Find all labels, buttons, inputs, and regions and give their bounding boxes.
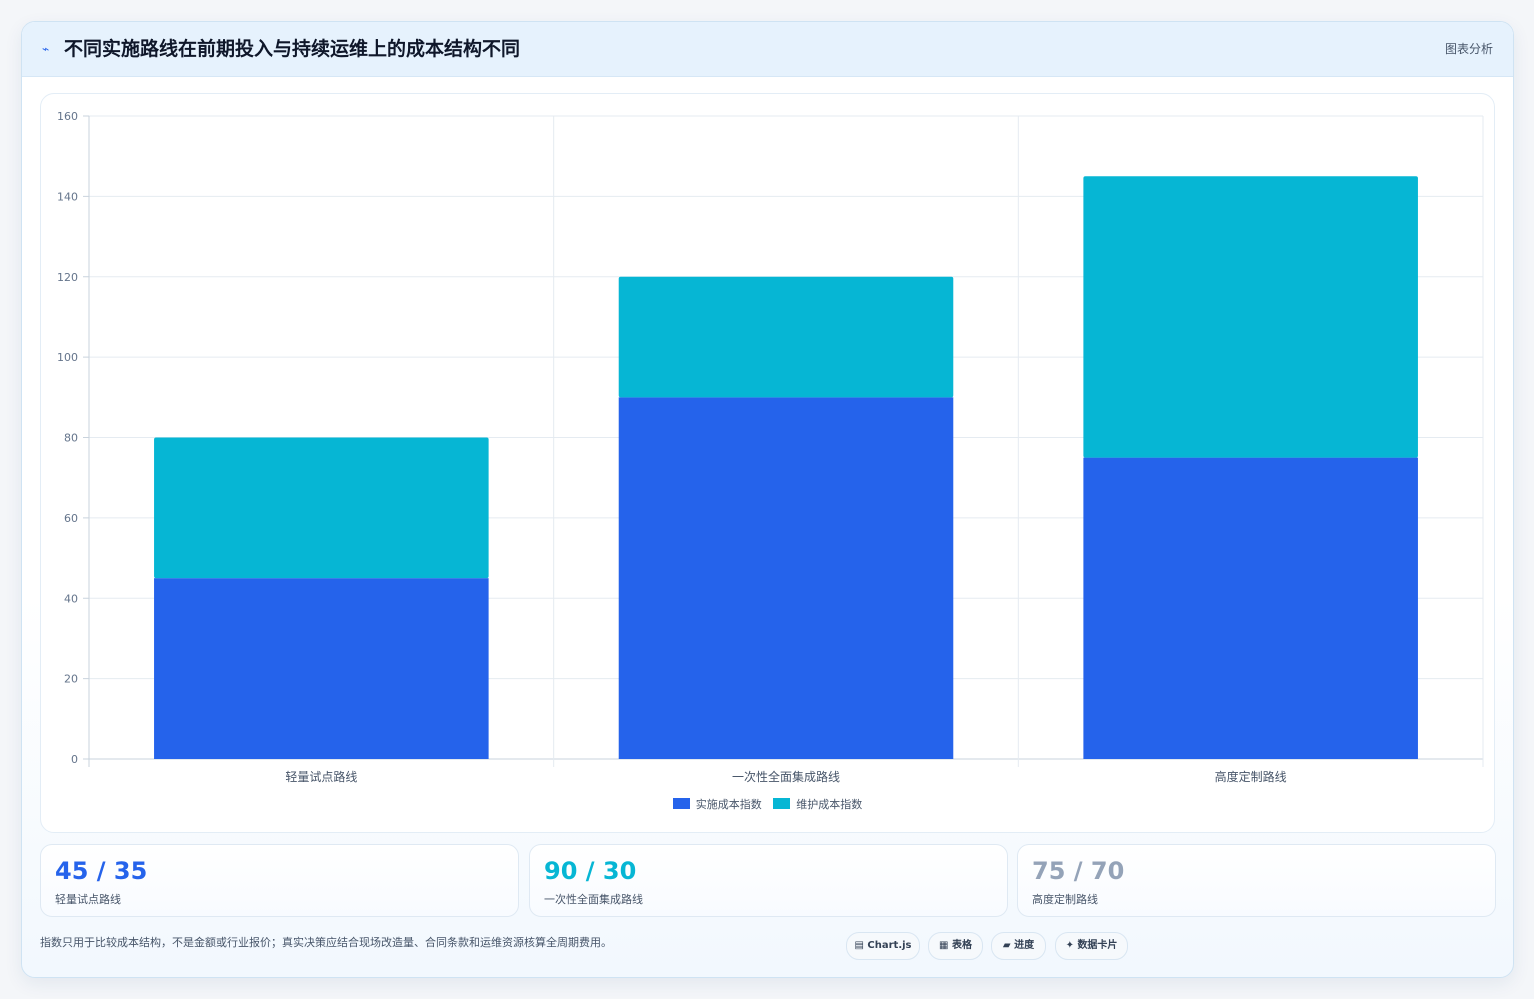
y-tick-label: 160 [57, 110, 78, 123]
bar-maintenance[interactable] [1083, 176, 1418, 458]
bar-implementation[interactable] [618, 397, 954, 759]
tag-label-table: 表格 [951, 940, 972, 951]
y-tick-label: 60 [64, 512, 78, 525]
bar-implementation[interactable] [1083, 457, 1418, 759]
legend-item-implementation[interactable]: 实施成本指数 [672, 796, 762, 812]
card-icon: ✦ [1065, 940, 1074, 951]
legend-swatch-maintenance [773, 798, 791, 809]
stat-card-full-integration: 90 / 30 一次性全面集成路线 [529, 844, 1008, 917]
bar-maintenance[interactable] [154, 437, 489, 579]
chart-title: 不同实施路线在前期投入与持续运维上的成本结构不同 [64, 38, 521, 60]
bar-maintenance[interactable] [618, 276, 954, 398]
stat-label-custom: 高度定制路线 [1032, 893, 1098, 906]
tag-chartjs[interactable]: ▤ Chart.js [846, 932, 920, 960]
stat-value-pilot: 45 / 35 [55, 857, 148, 885]
chart-analysis-button[interactable]: 图表分析 [1444, 42, 1493, 56]
legend-label-implementation: 实施成本指数 [695, 798, 762, 811]
tag-label-progress: 进度 [1014, 940, 1035, 951]
legend-item-maintenance[interactable]: 维护成本指数 [773, 796, 862, 812]
stat-card-pilot: 45 / 35 轻量试点路线 [40, 844, 519, 917]
y-tick-label: 0 [71, 753, 78, 766]
x-tick-label: 一次性全面集成路线 [732, 769, 840, 784]
tag-progress[interactable]: ▰ 进度 [991, 932, 1046, 960]
stat-card-custom: 75 / 70 高度定制路线 [1017, 844, 1496, 917]
chart-legend: 实施成本指数 维护成本指数 [41, 796, 1494, 812]
legend-label-maintenance: 维护成本指数 [796, 798, 863, 811]
x-tick-label: 高度定制路线 [1215, 769, 1287, 784]
stat-value-full-integration: 90 / 30 [544, 857, 637, 885]
stat-label-pilot: 轻量试点路线 [55, 893, 121, 906]
y-tick-label: 140 [57, 190, 78, 203]
card-header: ⌁ 不同实施路线在前期投入与持续运维上的成本结构不同 图表分析 [22, 22, 1513, 77]
chart-panel: 0 20 40 60 80 100 120 140 160 轻量试点路线 一次性全面集成路线 高度定制… [40, 93, 1495, 833]
chart-icon: ▤ [854, 940, 864, 951]
y-tick-label: 120 [57, 271, 78, 284]
progress-icon: ▰ [1002, 940, 1011, 951]
tag-label-data-card: 数据卡片 [1077, 940, 1118, 951]
footnote: 指数只用于比较成本结构，不是金额或行业报价；真实决策应结合现场改造量、合同条款和… [40, 936, 612, 949]
table-icon: ▦ [939, 940, 949, 951]
legend-swatch-implementation [672, 798, 690, 809]
tag-data-card[interactable]: ✦ 数据卡片 [1055, 932, 1128, 960]
y-tick-label: 100 [57, 351, 78, 364]
chart-card: ⌁ 不同实施路线在前期投入与持续运维上的成本结构不同 图表分析 0 20 40 60 8… [21, 21, 1514, 978]
tag-label-chartjs: Chart.js [867, 940, 912, 951]
y-tick-label: 40 [64, 592, 78, 605]
x-tick-label: 轻量试点路线 [285, 769, 357, 784]
stat-label-full-integration: 一次性全面集成路线 [544, 893, 643, 906]
trend-icon: ⌁ [42, 42, 50, 56]
stacked-bar-chart: 0 20 40 60 80 100 120 140 160 轻量试点路线 一次性全面集成路线 高度定制… [57, 110, 1484, 784]
y-tick-label: 80 [64, 432, 78, 445]
tag-table[interactable]: ▦ 表格 [928, 932, 983, 960]
y-tick-label: 20 [64, 673, 78, 686]
bar-implementation[interactable] [154, 578, 489, 759]
stat-value-custom: 75 / 70 [1032, 857, 1125, 885]
